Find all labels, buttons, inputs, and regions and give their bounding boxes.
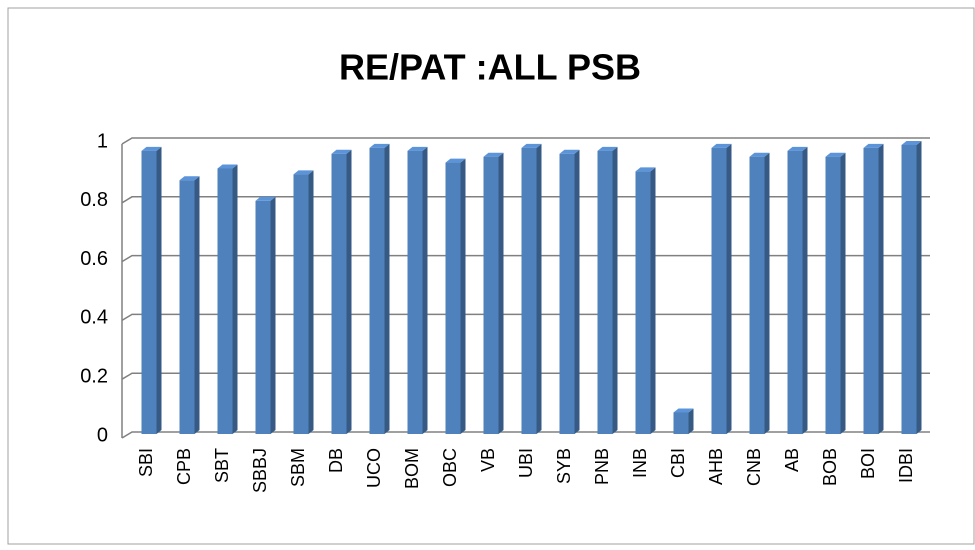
bar (863, 147, 879, 434)
x-tick-label: UCO (364, 448, 384, 488)
bar-side (612, 146, 618, 434)
bar-top (901, 140, 922, 145)
bar (445, 162, 461, 434)
x-tick-label: BOM (402, 448, 422, 489)
grid-line (121, 196, 930, 204)
grid-line (121, 137, 930, 145)
bar (331, 153, 347, 434)
bar-side (232, 164, 238, 434)
bar-top (369, 143, 390, 148)
x-tick-label: SYB (554, 448, 574, 484)
bar-side (156, 146, 162, 434)
bar (711, 147, 727, 434)
grid-line (121, 372, 930, 380)
x-tick-label: SBBJ (250, 448, 270, 493)
y-tick-label: 0.6 (80, 248, 108, 270)
bar (141, 150, 157, 434)
bar-side (574, 149, 580, 434)
bar (673, 412, 689, 434)
x-tick-label: BOB (820, 448, 840, 486)
grid-line (121, 313, 930, 322)
bar-top (749, 152, 770, 157)
bar-side (194, 176, 200, 434)
y-tick-label: 0.4 (80, 307, 108, 329)
bar-side (536, 143, 542, 434)
bar-top (521, 143, 542, 148)
bar-top (407, 146, 428, 151)
bar (521, 147, 537, 434)
x-tick-label: CNB (744, 448, 764, 486)
bar-side (460, 158, 466, 434)
bar (559, 153, 575, 434)
bar (483, 156, 499, 434)
bar-side (650, 167, 656, 434)
x-tick-label: PNB (592, 448, 612, 485)
bar-side (384, 143, 390, 434)
x-tick-label: BOI (858, 448, 878, 479)
grid-line (121, 431, 930, 439)
bar-top (673, 408, 694, 413)
bar-side (346, 149, 352, 434)
x-tick-label: IDBI (896, 448, 916, 483)
bar (369, 147, 385, 434)
y-tick-label: 0.2 (80, 365, 108, 387)
bar-side (878, 143, 884, 434)
bar-side (764, 152, 770, 434)
bar-top (141, 146, 162, 151)
bar-top (331, 149, 352, 154)
bar (787, 150, 803, 434)
x-tick-label: AB (782, 448, 802, 472)
x-tick-label: SBI (136, 448, 156, 477)
bar (597, 150, 613, 434)
bar-top (255, 196, 276, 201)
bar (635, 171, 651, 434)
x-tick-label: UBI (516, 448, 536, 478)
bar-side (726, 143, 732, 434)
bar-top (597, 146, 618, 151)
bar-top (217, 164, 238, 169)
y-tick-label: 0 (97, 424, 108, 446)
bar-side (916, 140, 922, 434)
bar-side (840, 152, 846, 434)
bar-top (635, 167, 656, 172)
bar-top (559, 149, 580, 154)
bar-side (802, 146, 808, 434)
bar (901, 144, 917, 434)
bar (749, 156, 765, 434)
x-tick-label: CPB (174, 448, 194, 485)
bar (293, 174, 309, 434)
bar-top (445, 158, 466, 163)
bar-top (483, 152, 504, 157)
bar-side (688, 408, 694, 434)
chart-title: RE/PAT :ALL PSB (339, 47, 641, 88)
bar (179, 180, 195, 434)
bar (825, 156, 841, 434)
x-tick-label: INB (630, 448, 650, 478)
bar-side (270, 196, 276, 434)
x-tick-label: SBM (288, 448, 308, 487)
x-tick-label: SBT (212, 448, 232, 483)
x-tick-label: VB (478, 448, 498, 472)
bar-top (787, 146, 808, 151)
bar-side (422, 146, 428, 434)
bar-side (498, 152, 504, 434)
bar-top (825, 152, 846, 157)
bar (407, 150, 423, 434)
grid-line (121, 254, 930, 263)
bar (255, 200, 271, 434)
bar-top (179, 176, 200, 181)
bar-top (711, 143, 732, 148)
x-tick-label: OBC (440, 448, 460, 487)
y-tick-label: 1 (97, 130, 108, 152)
x-tick-label: AHB (706, 448, 726, 485)
bar (217, 168, 233, 434)
y-tick-label: 0.8 (80, 189, 108, 211)
x-tick-label: DB (326, 448, 346, 473)
x-tick-label: CBI (668, 448, 688, 478)
bar-top (293, 170, 314, 175)
bar-side (308, 170, 314, 434)
bar-top (863, 143, 884, 148)
